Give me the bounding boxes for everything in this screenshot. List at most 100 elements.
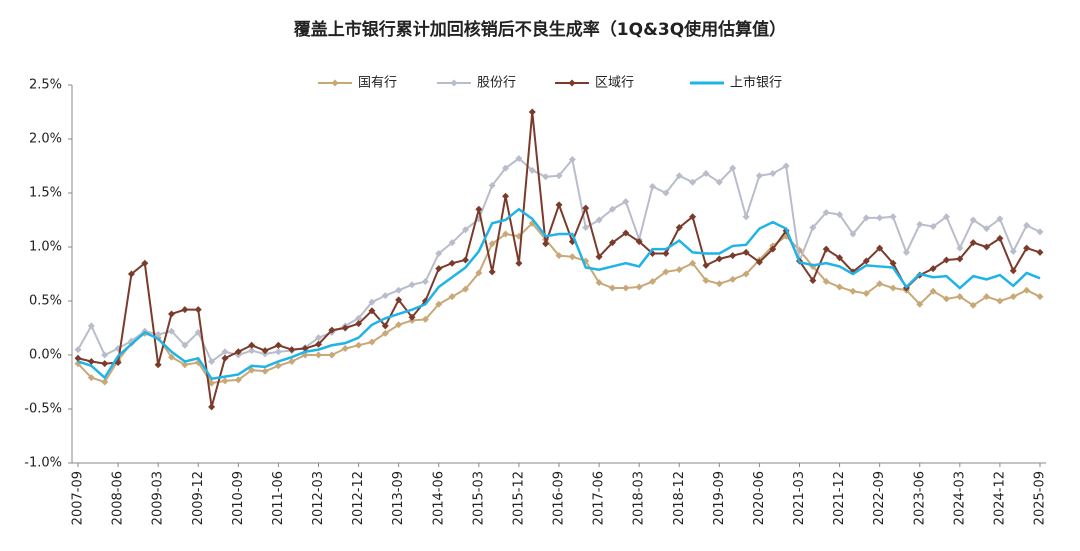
point: [288, 346, 296, 354]
point: [689, 259, 697, 267]
point: [1009, 267, 1017, 275]
point: [916, 300, 924, 308]
point: [635, 283, 643, 291]
point: [288, 357, 296, 365]
x-tick-label: 2010-09: [231, 471, 246, 525]
point: [435, 265, 443, 273]
point: [622, 229, 630, 237]
point: [822, 278, 830, 286]
point: [208, 357, 216, 365]
legend-label: 区域行: [595, 76, 634, 91]
point: [528, 166, 536, 174]
point: [649, 278, 657, 286]
series-line: [77, 111, 1041, 408]
point: [689, 213, 697, 221]
x-tick-label: 2007-09: [71, 471, 86, 525]
point: [849, 287, 857, 295]
chart-title: 覆盖上市银行累计加回核销后不良生成率（1Q&3Q使用估算值）: [294, 19, 786, 40]
point: [983, 243, 991, 251]
point: [221, 377, 229, 385]
point: [502, 230, 510, 238]
x-tick-label: 2012-12: [351, 471, 366, 525]
x-tick-label: 2019-09: [712, 471, 727, 525]
point: [461, 226, 469, 234]
point: [889, 213, 897, 221]
point: [328, 351, 336, 359]
point: [1036, 228, 1044, 236]
point: [1009, 247, 1017, 255]
point: [328, 326, 336, 334]
point: [1009, 293, 1017, 301]
point: [274, 348, 282, 356]
point: [809, 276, 817, 284]
x-tick-label: 2017-06: [592, 471, 607, 525]
point: [996, 297, 1004, 305]
point: [916, 220, 924, 228]
point: [475, 205, 483, 213]
point: [568, 253, 576, 261]
point: [996, 234, 1004, 242]
point: [876, 214, 884, 222]
point: [555, 201, 563, 209]
point: [315, 351, 322, 359]
point: [381, 292, 389, 300]
point: [836, 211, 844, 219]
y-tick-label: 1.0%: [29, 240, 62, 255]
point: [742, 213, 750, 221]
point: [782, 162, 790, 170]
point: [101, 360, 109, 368]
point: [488, 268, 496, 276]
point: [261, 367, 269, 375]
point: [181, 341, 189, 349]
legend-label: 上市银行: [730, 75, 782, 91]
point: [74, 354, 82, 362]
point: [929, 287, 937, 295]
point: [702, 170, 710, 178]
point: [248, 341, 256, 349]
point: [595, 216, 603, 224]
point: [715, 255, 723, 263]
point: [341, 345, 349, 353]
legend-marker: [450, 79, 458, 87]
series-line: [77, 157, 1041, 364]
point: [315, 340, 322, 348]
point: [969, 301, 977, 309]
point: [475, 269, 483, 277]
x-tick-label: 2018-12: [672, 471, 687, 525]
point: [555, 172, 563, 180]
point: [555, 252, 563, 260]
point: [649, 183, 657, 191]
point: [969, 239, 977, 247]
point: [662, 249, 670, 257]
point: [355, 341, 363, 349]
point: [595, 279, 603, 287]
point: [822, 208, 830, 216]
y-tick-label: -1.0%: [24, 456, 62, 471]
point: [662, 268, 670, 276]
point: [582, 224, 590, 232]
point: [421, 278, 429, 286]
point: [608, 239, 616, 247]
point: [515, 154, 523, 162]
point: [127, 270, 135, 278]
point: [168, 353, 176, 361]
legend-label: 国有行: [358, 76, 397, 91]
point: [889, 259, 897, 267]
point: [528, 108, 536, 116]
point: [395, 321, 403, 329]
point: [729, 275, 737, 283]
x-tick-label: 2018-03: [632, 471, 647, 525]
point: [208, 379, 216, 387]
point: [542, 240, 550, 248]
point: [315, 334, 322, 342]
point: [1023, 221, 1031, 229]
point: [715, 280, 723, 288]
point: [1036, 248, 1044, 256]
point: [87, 374, 95, 382]
point: [862, 214, 870, 222]
x-tick-label: 2016-09: [552, 471, 567, 525]
point: [502, 192, 510, 200]
point: [488, 240, 496, 248]
point: [542, 173, 550, 181]
series-line: [77, 221, 1041, 385]
